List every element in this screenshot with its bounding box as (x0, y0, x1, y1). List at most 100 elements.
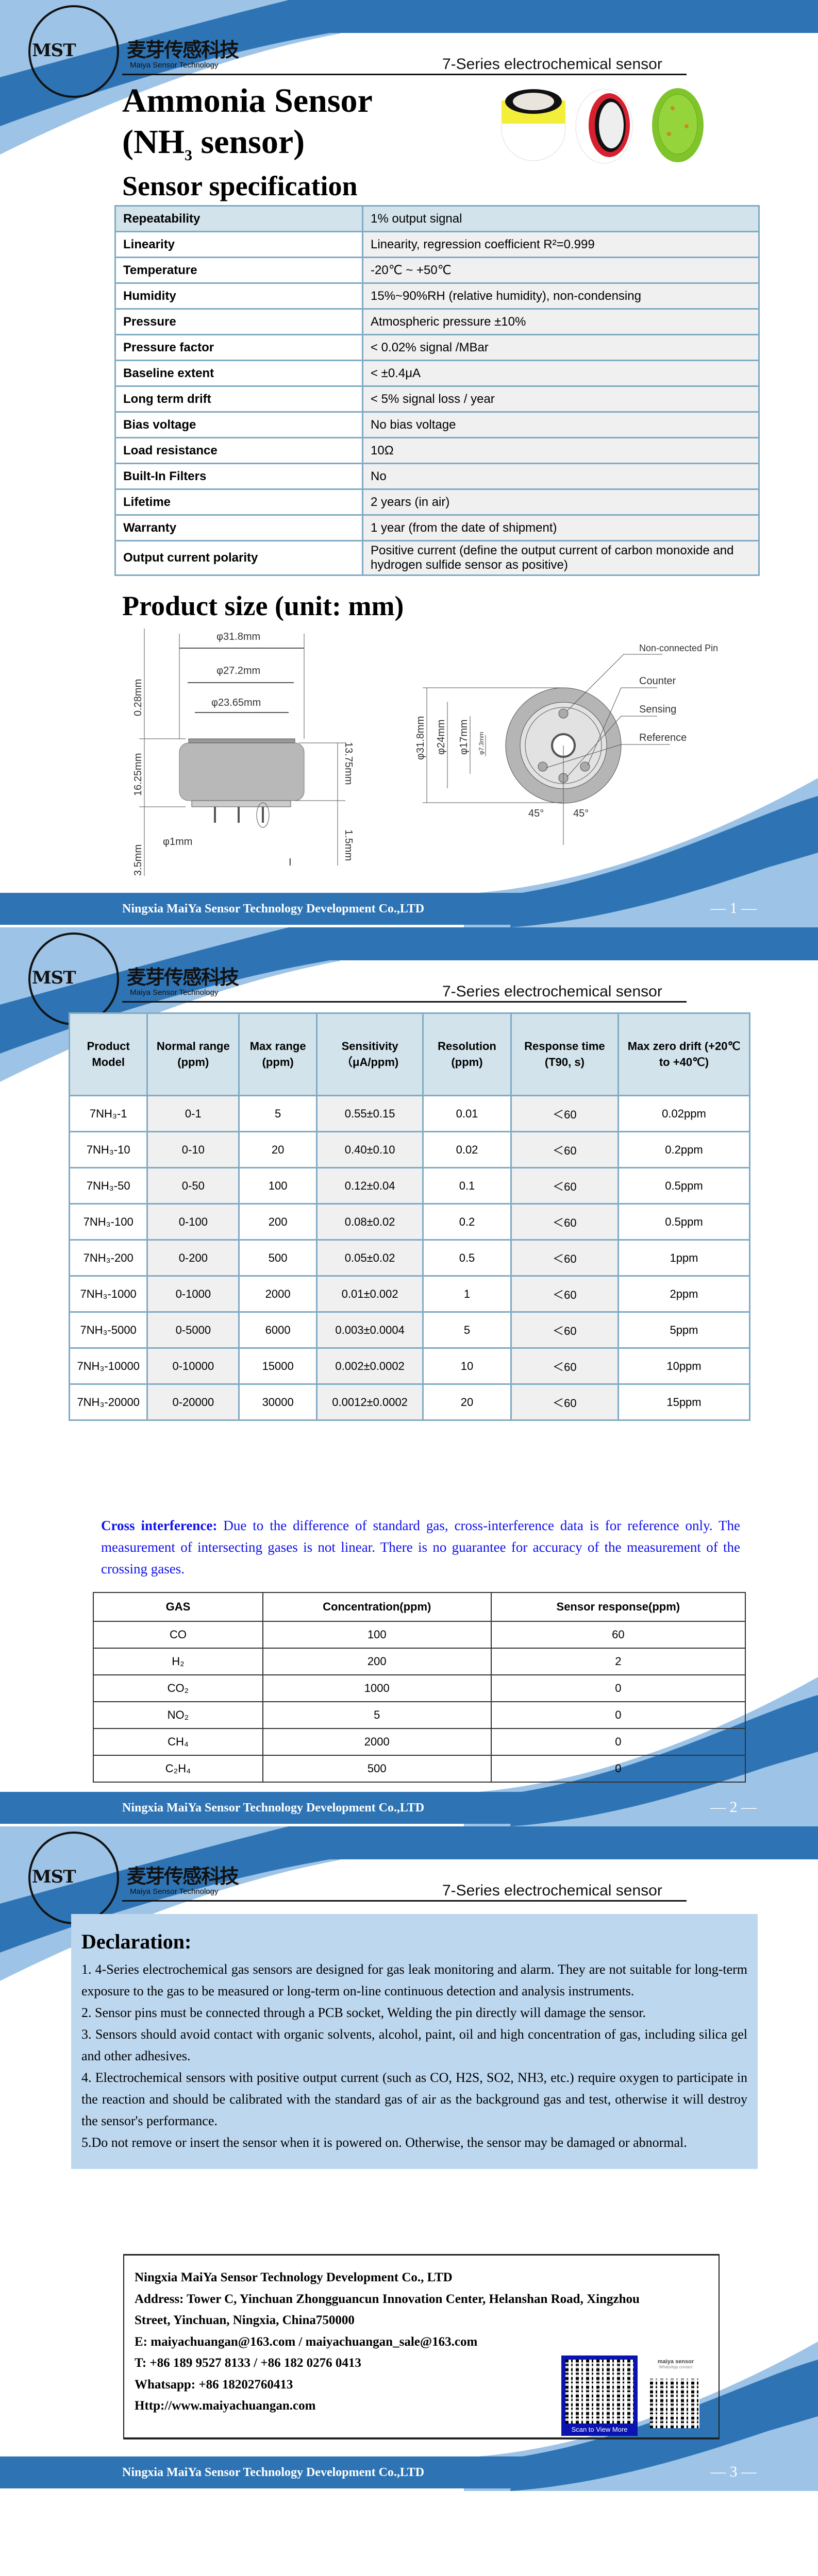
model-cell: 100 (238, 1167, 318, 1205)
dim-inner-diameter: φ23.65mm (211, 697, 261, 708)
dim-body-height: 16.25mm (132, 753, 144, 796)
column-header: Max zero drift (+20℃ to +40℃) (617, 1012, 751, 1096)
dim-mid-diameter: φ27.2mm (216, 665, 260, 676)
model-cell: 500 (238, 1239, 318, 1277)
dim-d1: φ31.8mm (415, 716, 426, 760)
spec-row: Pressure factor < 0.02% signal /MBar (114, 334, 760, 361)
gas-row: CO₂ 1000 0 (93, 1674, 746, 1702)
spec-value: Positive current (define the output curr… (362, 540, 760, 576)
contact-phone: T: +86 189 9527 8133 / +86 182 0276 0413 (135, 2356, 361, 2370)
label-non-connected-pin: Non-connected Pin (639, 643, 718, 653)
column-header: Sensitivity（μA/ppm) (316, 1012, 424, 1096)
logo-english-name: Maiya Sensor Technology (130, 61, 219, 70)
model-cell: 10ppm (617, 1347, 751, 1385)
model-cell: 7NH₃-200 (68, 1239, 148, 1277)
model-cell: 0.0012±0.0002 (316, 1383, 424, 1421)
model-cell: ＜60 (510, 1095, 619, 1132)
gas-cell: 0 (490, 1755, 746, 1783)
declaration-title: Declaration: (81, 1930, 192, 1953)
model-cell: 0.01±0.002 (316, 1275, 424, 1313)
model-row: 7NH₃-20000 0-20000 30000 0.0012±0.0002 20 ＜60… (68, 1383, 751, 1421)
model-cell: ＜60 (510, 1131, 619, 1168)
gas-cell: 100 (262, 1621, 492, 1649)
spec-row: Baseline extent < ±0.4μA (114, 360, 760, 387)
model-cell: 7NH₃-5000 (68, 1311, 148, 1349)
model-cell: 0-200 (146, 1239, 240, 1277)
whatsapp-qr-code[interactable]: maiya sensor WhatsApp contact (650, 2359, 702, 2428)
page-2: MST 麦芽传感科技 Maiya Sensor Technology 7-Ser… (0, 927, 818, 1826)
model-cell: 0.002±0.0002 (316, 1347, 424, 1385)
dim-d2: φ24mm (436, 719, 447, 755)
contact-website[interactable]: Http://www.maiyachuangan.com (135, 2399, 316, 2413)
spec-value: -20℃ ~ +50℃ (362, 257, 760, 284)
spec-label: Warranty (114, 514, 363, 541)
page-title: Ammonia Sensor (122, 82, 373, 120)
logo-english-name: Maiya Sensor Technology (130, 988, 219, 997)
model-row: 7NH₃-100 0-100 200 0.08±0.02 0.2 ＜60 0.5ppm (68, 1203, 751, 1241)
header-divider (122, 1900, 687, 1902)
footer-company: Ningxia MaiYa Sensor Technology Developm… (122, 1801, 425, 1815)
model-cell: 0.08±0.02 (316, 1203, 424, 1241)
dim-d3: φ17mm (458, 719, 470, 755)
logo-english-name: Maiya Sensor Technology (130, 1887, 219, 1896)
gas-row: C₂H₄ 500 0 (93, 1755, 746, 1783)
logo-mark: MST (32, 968, 76, 988)
model-cell: 200 (238, 1203, 318, 1241)
gas-cell: 60 (490, 1621, 746, 1649)
dim-base-height: 1.5mm (343, 829, 354, 861)
gas-cell: NO₂ (93, 1701, 263, 1729)
gas-cell: CO (93, 1621, 263, 1649)
series-title: 7-Series electrochemical sensor (442, 56, 662, 73)
column-header: GAS (93, 1592, 263, 1622)
product-photo (501, 88, 704, 164)
model-cell: 7NH₃-10 (68, 1131, 148, 1168)
declaration-item: 3. Sensors should avoid contact with org… (81, 2027, 747, 2063)
logo-mark: MST (32, 40, 76, 61)
spec-value: No bias voltage (362, 411, 760, 438)
side-view-drawing: φ31.8mm φ27.2mm φ23.65mm 0.28mm 16.25mm … (132, 629, 354, 876)
cross-interference-note: Cross interference: Due to the differenc… (101, 1518, 740, 1577)
spec-label: Linearity (114, 231, 363, 258)
spec-value: < ±0.4μA (362, 360, 760, 387)
model-cell: 0-5000 (146, 1311, 240, 1349)
spec-value: 1% output signal (362, 205, 760, 232)
dim-top-height: 0.28mm (132, 679, 144, 716)
spec-label: Output current polarity (114, 540, 363, 576)
model-header-row: Product Model Normal range (ppm) Max range… (68, 1012, 751, 1096)
spec-value: Atmospheric pressure ±10% (362, 308, 760, 335)
spec-row: Built-In Filters No (114, 463, 760, 490)
declaration-item: 4. Electrochemical sensors with positive… (81, 2070, 747, 2128)
model-row: 7NH₃-5000 0-5000 6000 0.003±0.0004 5 ＜60 5ppm (68, 1311, 751, 1349)
spec-value: 1 year (from the date of shipment) (362, 514, 760, 541)
qr-caption: Scan to View More (571, 2426, 628, 2433)
logo-chinese-name: 麦芽传感科技 (127, 966, 239, 989)
label-sensing: Sensing (639, 704, 676, 715)
dim-pin-diameter: φ1mm (163, 836, 192, 848)
contact-address: Address: Tower C, Yinchuan Zhongguancun … (135, 2292, 640, 2306)
declaration-item: 5.Do not remove or insert the sensor whe… (81, 2135, 687, 2150)
contact-email[interactable]: E: maiyachuangan@163.com / maiyachuangan… (135, 2334, 478, 2349)
qr-code-icon (565, 2360, 633, 2424)
spec-label: Pressure factor (114, 334, 363, 361)
website-qr-code[interactable]: Scan to View More (561, 2355, 638, 2436)
column-header: Product Model (68, 1012, 148, 1096)
declaration-item: 1. 4-Series electrochemical gas sensors … (81, 1962, 747, 1998)
footer-background (0, 778, 818, 927)
spec-value: < 5% signal loss / year (362, 385, 760, 413)
spec-label: Lifetime (114, 488, 363, 516)
model-cell: 0.55±0.15 (316, 1095, 424, 1132)
spec-value: Linearity, regression coefficient R²=0.9… (362, 231, 760, 258)
spec-value: 2 years (in air) (362, 488, 760, 516)
model-cell: 7NH₃-50 (68, 1167, 148, 1205)
gas-cell: 0 (490, 1674, 746, 1702)
model-cell: ＜60 (510, 1167, 619, 1205)
dim-pin-height: 3.5mm (132, 844, 144, 876)
gas-header-row: GAS Concentration(ppm) Sensor response(ppm… (93, 1592, 746, 1622)
model-cell: 0-1 (146, 1095, 240, 1132)
model-cell: 20 (238, 1131, 318, 1168)
model-cell: 20 (422, 1383, 512, 1421)
gas-cell: CO₂ (93, 1674, 263, 1702)
gas-cell: 0 (490, 1728, 746, 1756)
label-reference: Reference (639, 732, 687, 743)
dim-d4: φ7.3mm (478, 732, 485, 755)
